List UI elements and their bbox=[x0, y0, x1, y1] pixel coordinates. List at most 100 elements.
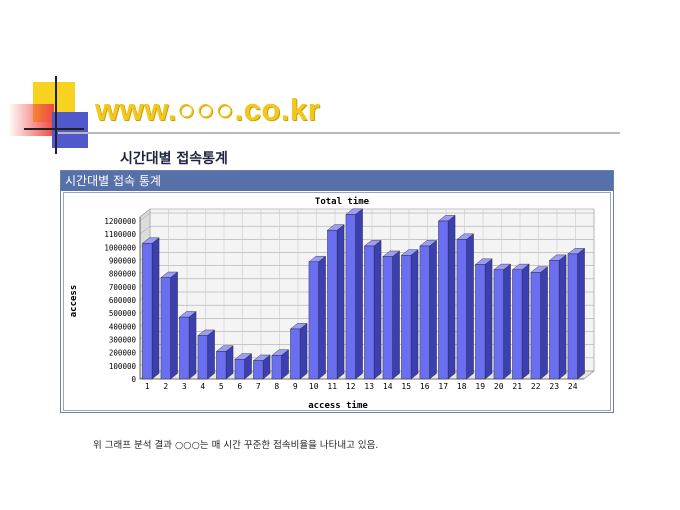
bar-side bbox=[299, 322, 308, 380]
bar-front bbox=[419, 245, 430, 380]
bar-side bbox=[410, 249, 419, 380]
x-tick-label: 15 bbox=[401, 382, 411, 391]
x-tick-label: 3 bbox=[182, 382, 187, 391]
bar-front bbox=[197, 335, 208, 380]
x-tick-label: 21 bbox=[512, 382, 522, 391]
x-tick-label: 13 bbox=[364, 382, 374, 391]
y-tick-label: 1200000 bbox=[104, 217, 136, 226]
chart-title: Total time bbox=[315, 196, 370, 207]
decor-vertical-line bbox=[55, 76, 57, 154]
bar-front bbox=[567, 253, 578, 380]
bar-side bbox=[558, 254, 567, 380]
y-tick-label: 500000 bbox=[109, 309, 137, 318]
y-tick-label: 900000 bbox=[109, 257, 137, 266]
bar-10 bbox=[308, 255, 327, 380]
bar-11 bbox=[326, 224, 345, 380]
bar-20 bbox=[493, 263, 512, 380]
bar-front bbox=[271, 355, 282, 380]
bar-2 bbox=[160, 271, 179, 380]
bar-side bbox=[355, 208, 363, 380]
x-tick-label: 2 bbox=[163, 382, 168, 391]
bar-side bbox=[207, 329, 215, 380]
bar-front bbox=[364, 245, 375, 380]
chart-box: Total time access time access 0 100000 200… bbox=[63, 192, 611, 411]
bar-7 bbox=[252, 354, 271, 380]
y-tick-label: 200000 bbox=[109, 349, 137, 358]
x-tick-label: 24 bbox=[568, 382, 578, 391]
bar-side bbox=[503, 263, 511, 380]
decor-blue-block bbox=[52, 112, 88, 148]
bar-side bbox=[577, 247, 585, 380]
y-axis-label: access bbox=[69, 285, 79, 318]
bar-front bbox=[253, 360, 264, 380]
bar-front bbox=[308, 261, 319, 380]
bar-front bbox=[290, 328, 301, 380]
bar-front bbox=[456, 239, 467, 380]
slide-subtitle: 시간대별 접속통계 bbox=[120, 151, 228, 167]
bar-16 bbox=[419, 240, 438, 380]
bar-6 bbox=[234, 353, 253, 380]
bar-side bbox=[429, 240, 437, 380]
bar-front bbox=[475, 264, 486, 380]
y-tick-label: 800000 bbox=[109, 270, 137, 279]
bar-chart: Total time access time access 0 100000 200… bbox=[69, 196, 595, 411]
x-tick-label: 23 bbox=[549, 382, 559, 391]
bar-side bbox=[447, 214, 456, 380]
bar-17 bbox=[437, 214, 456, 380]
bar-side bbox=[466, 233, 474, 380]
bar-side bbox=[484, 258, 493, 380]
bar-3 bbox=[178, 311, 197, 380]
y-tick-label: 0 bbox=[131, 375, 136, 384]
x-tick-label: 4 bbox=[200, 382, 205, 391]
bar-1 bbox=[141, 237, 160, 380]
bar-14 bbox=[382, 250, 401, 380]
bar-9 bbox=[289, 322, 308, 380]
title-rule bbox=[58, 132, 620, 134]
bar-21 bbox=[511, 263, 530, 380]
panel-header: 시간대별 접속 통계 bbox=[61, 171, 613, 191]
x-tick-label: 8 bbox=[274, 382, 279, 391]
bar-24 bbox=[567, 247, 586, 380]
bar-front bbox=[216, 351, 227, 380]
bar-12 bbox=[345, 208, 364, 380]
bar-side bbox=[170, 271, 178, 380]
bar-4 bbox=[197, 329, 216, 380]
bar-front bbox=[179, 316, 190, 380]
bar-front bbox=[345, 214, 356, 380]
x-tick-label: 1 bbox=[145, 382, 150, 391]
x-tick-label: 14 bbox=[383, 382, 393, 391]
x-tick-label: 7 bbox=[256, 382, 261, 391]
decor-horizontal-line bbox=[24, 128, 84, 130]
analysis-caption: 위 그래프 분석 결과 ○○○는 매 시간 꾸준한 접속비율을 나타내고 있음. bbox=[93, 440, 379, 451]
bar-8 bbox=[271, 349, 290, 380]
x-tick-label: 5 bbox=[219, 382, 224, 391]
bar-23 bbox=[548, 254, 567, 380]
bar-13 bbox=[363, 240, 382, 380]
bar-5 bbox=[215, 345, 234, 380]
x-tick-label: 9 bbox=[293, 382, 298, 391]
bar-side bbox=[318, 255, 326, 380]
bar-15 bbox=[400, 249, 419, 380]
y-tick-label: 1100000 bbox=[104, 230, 136, 239]
tick-labels: 0 100000 200000 300000 400000 500000 600000 700… bbox=[104, 217, 577, 391]
x-tick-label: 17 bbox=[438, 382, 448, 391]
bar-front bbox=[327, 230, 338, 380]
bar-side bbox=[373, 240, 382, 380]
y-tick-label: 1000000 bbox=[104, 243, 136, 252]
y-tick-label: 600000 bbox=[109, 296, 137, 305]
x-tick-label: 22 bbox=[531, 382, 541, 391]
decor-red-gradient bbox=[8, 104, 54, 136]
bar-side bbox=[540, 266, 548, 380]
bar-19 bbox=[474, 258, 493, 380]
x-tick-label: 12 bbox=[346, 382, 356, 391]
bar-front bbox=[549, 260, 560, 380]
bar-side bbox=[521, 263, 530, 380]
chart-panel: 시간대별 접속 통계 Total time access time access… bbox=[60, 170, 614, 413]
bar-side bbox=[188, 311, 197, 380]
bar-front bbox=[493, 269, 504, 380]
x-tick-label: 10 bbox=[309, 382, 319, 391]
slide-title: www.○○○.co.kr bbox=[95, 92, 321, 127]
x-axis-label: access time bbox=[308, 400, 368, 410]
bar-side bbox=[336, 224, 345, 380]
bar-front bbox=[142, 243, 153, 380]
